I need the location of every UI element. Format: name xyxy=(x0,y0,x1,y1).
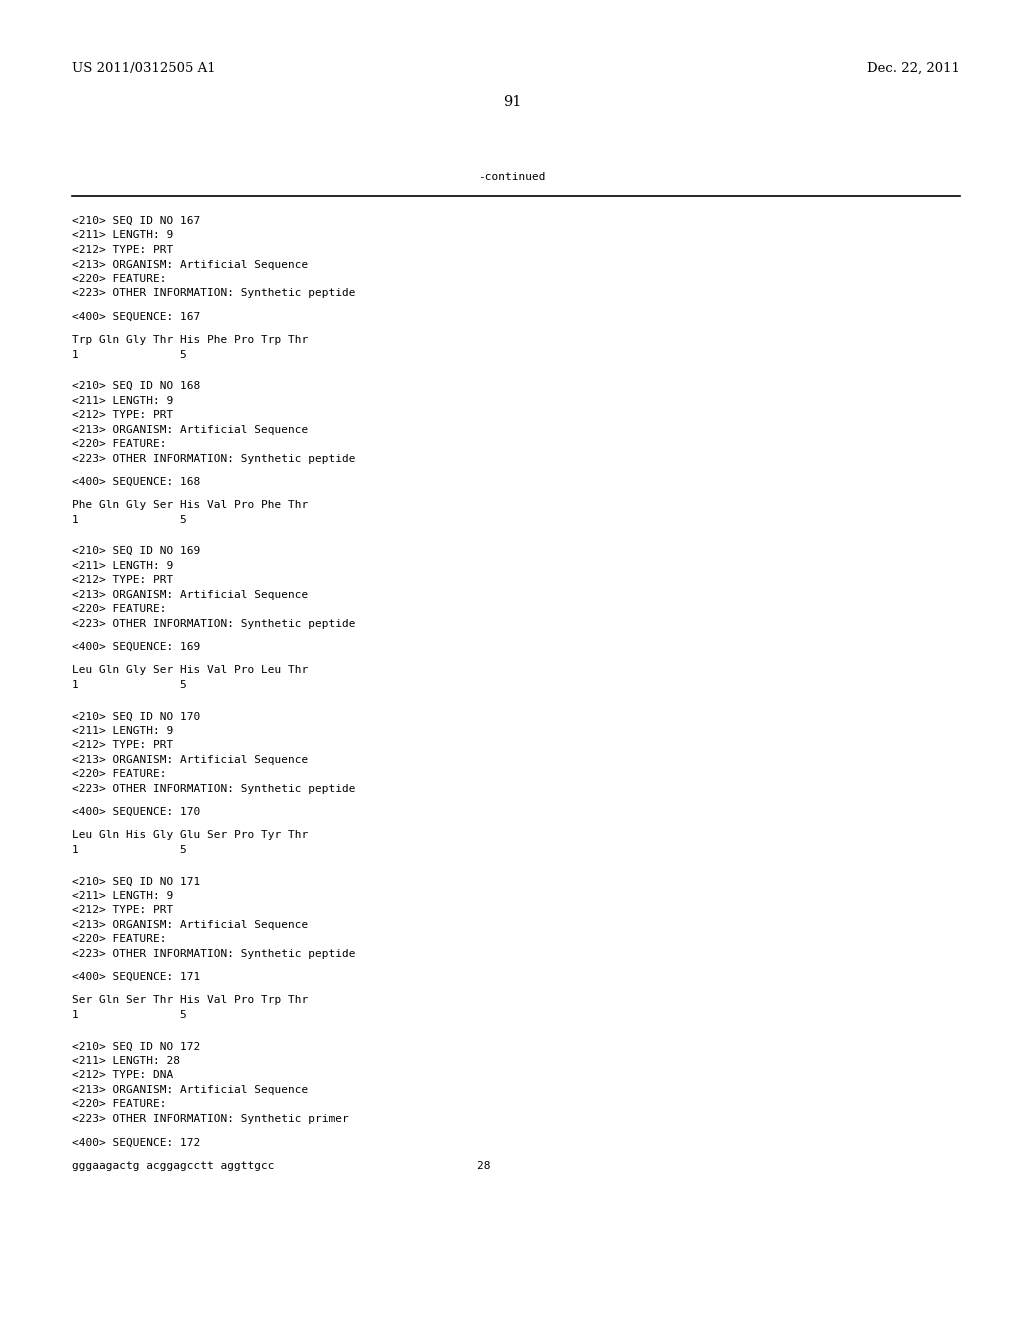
Text: 1               5: 1 5 xyxy=(72,1010,186,1020)
Text: 1               5: 1 5 xyxy=(72,515,186,525)
Text: <400> SEQUENCE: 168: <400> SEQUENCE: 168 xyxy=(72,477,201,487)
Text: 1               5: 1 5 xyxy=(72,350,186,359)
Text: <400> SEQUENCE: 169: <400> SEQUENCE: 169 xyxy=(72,642,201,652)
Text: <211> LENGTH: 9: <211> LENGTH: 9 xyxy=(72,561,173,570)
Text: Ser Gln Ser Thr His Val Pro Trp Thr: Ser Gln Ser Thr His Val Pro Trp Thr xyxy=(72,995,308,1006)
Text: <220> FEATURE:: <220> FEATURE: xyxy=(72,935,167,944)
Text: <210> SEQ ID NO 170: <210> SEQ ID NO 170 xyxy=(72,711,201,721)
Text: Leu Gln His Gly Glu Ser Pro Tyr Thr: Leu Gln His Gly Glu Ser Pro Tyr Thr xyxy=(72,830,308,841)
Text: <211> LENGTH: 9: <211> LENGTH: 9 xyxy=(72,396,173,405)
Text: <210> SEQ ID NO 167: <210> SEQ ID NO 167 xyxy=(72,216,201,226)
Text: <213> ORGANISM: Artificial Sequence: <213> ORGANISM: Artificial Sequence xyxy=(72,755,308,764)
Text: <213> ORGANISM: Artificial Sequence: <213> ORGANISM: Artificial Sequence xyxy=(72,425,308,434)
Text: 1               5: 1 5 xyxy=(72,680,186,690)
Text: <210> SEQ ID NO 169: <210> SEQ ID NO 169 xyxy=(72,546,201,556)
Text: 1               5: 1 5 xyxy=(72,845,186,855)
Text: <220> FEATURE:: <220> FEATURE: xyxy=(72,440,167,449)
Text: <223> OTHER INFORMATION: Synthetic peptide: <223> OTHER INFORMATION: Synthetic pepti… xyxy=(72,949,355,958)
Text: 91: 91 xyxy=(503,95,521,110)
Text: <211> LENGTH: 28: <211> LENGTH: 28 xyxy=(72,1056,180,1067)
Text: <210> SEQ ID NO 171: <210> SEQ ID NO 171 xyxy=(72,876,201,887)
Text: <213> ORGANISM: Artificial Sequence: <213> ORGANISM: Artificial Sequence xyxy=(72,1085,308,1096)
Text: <400> SEQUENCE: 171: <400> SEQUENCE: 171 xyxy=(72,973,201,982)
Text: <223> OTHER INFORMATION: Synthetic primer: <223> OTHER INFORMATION: Synthetic prime… xyxy=(72,1114,349,1125)
Text: <212> TYPE: PRT: <212> TYPE: PRT xyxy=(72,741,173,750)
Text: US 2011/0312505 A1: US 2011/0312505 A1 xyxy=(72,62,216,75)
Text: <211> LENGTH: 9: <211> LENGTH: 9 xyxy=(72,891,173,900)
Text: <212> TYPE: PRT: <212> TYPE: PRT xyxy=(72,906,173,915)
Text: Trp Gln Gly Thr His Phe Pro Trp Thr: Trp Gln Gly Thr His Phe Pro Trp Thr xyxy=(72,335,308,345)
Text: <213> ORGANISM: Artificial Sequence: <213> ORGANISM: Artificial Sequence xyxy=(72,590,308,599)
Text: <212> TYPE: PRT: <212> TYPE: PRT xyxy=(72,246,173,255)
Text: <223> OTHER INFORMATION: Synthetic peptide: <223> OTHER INFORMATION: Synthetic pepti… xyxy=(72,784,355,793)
Text: <212> TYPE: DNA: <212> TYPE: DNA xyxy=(72,1071,173,1081)
Text: <210> SEQ ID NO 168: <210> SEQ ID NO 168 xyxy=(72,381,201,391)
Text: <212> TYPE: PRT: <212> TYPE: PRT xyxy=(72,411,173,420)
Text: <220> FEATURE:: <220> FEATURE: xyxy=(72,275,167,284)
Text: <400> SEQUENCE: 172: <400> SEQUENCE: 172 xyxy=(72,1138,201,1147)
Text: <211> LENGTH: 9: <211> LENGTH: 9 xyxy=(72,726,173,735)
Text: -continued: -continued xyxy=(478,172,546,182)
Text: <223> OTHER INFORMATION: Synthetic peptide: <223> OTHER INFORMATION: Synthetic pepti… xyxy=(72,454,355,463)
Text: Phe Gln Gly Ser His Val Pro Phe Thr: Phe Gln Gly Ser His Val Pro Phe Thr xyxy=(72,500,308,511)
Text: <223> OTHER INFORMATION: Synthetic peptide: <223> OTHER INFORMATION: Synthetic pepti… xyxy=(72,289,355,298)
Text: gggaagactg acggagcctt aggttgcc                              28: gggaagactg acggagcctt aggttgcc 28 xyxy=(72,1160,490,1171)
Text: Dec. 22, 2011: Dec. 22, 2011 xyxy=(867,62,961,75)
Text: <211> LENGTH: 9: <211> LENGTH: 9 xyxy=(72,231,173,240)
Text: <213> ORGANISM: Artificial Sequence: <213> ORGANISM: Artificial Sequence xyxy=(72,920,308,929)
Text: <223> OTHER INFORMATION: Synthetic peptide: <223> OTHER INFORMATION: Synthetic pepti… xyxy=(72,619,355,628)
Text: <220> FEATURE:: <220> FEATURE: xyxy=(72,770,167,779)
Text: <220> FEATURE:: <220> FEATURE: xyxy=(72,605,167,614)
Text: <212> TYPE: PRT: <212> TYPE: PRT xyxy=(72,576,173,585)
Text: <210> SEQ ID NO 172: <210> SEQ ID NO 172 xyxy=(72,1041,201,1052)
Text: <400> SEQUENCE: 167: <400> SEQUENCE: 167 xyxy=(72,312,201,322)
Text: Leu Gln Gly Ser His Val Pro Leu Thr: Leu Gln Gly Ser His Val Pro Leu Thr xyxy=(72,665,308,676)
Text: <400> SEQUENCE: 170: <400> SEQUENCE: 170 xyxy=(72,807,201,817)
Text: <213> ORGANISM: Artificial Sequence: <213> ORGANISM: Artificial Sequence xyxy=(72,260,308,269)
Text: <220> FEATURE:: <220> FEATURE: xyxy=(72,1100,167,1110)
